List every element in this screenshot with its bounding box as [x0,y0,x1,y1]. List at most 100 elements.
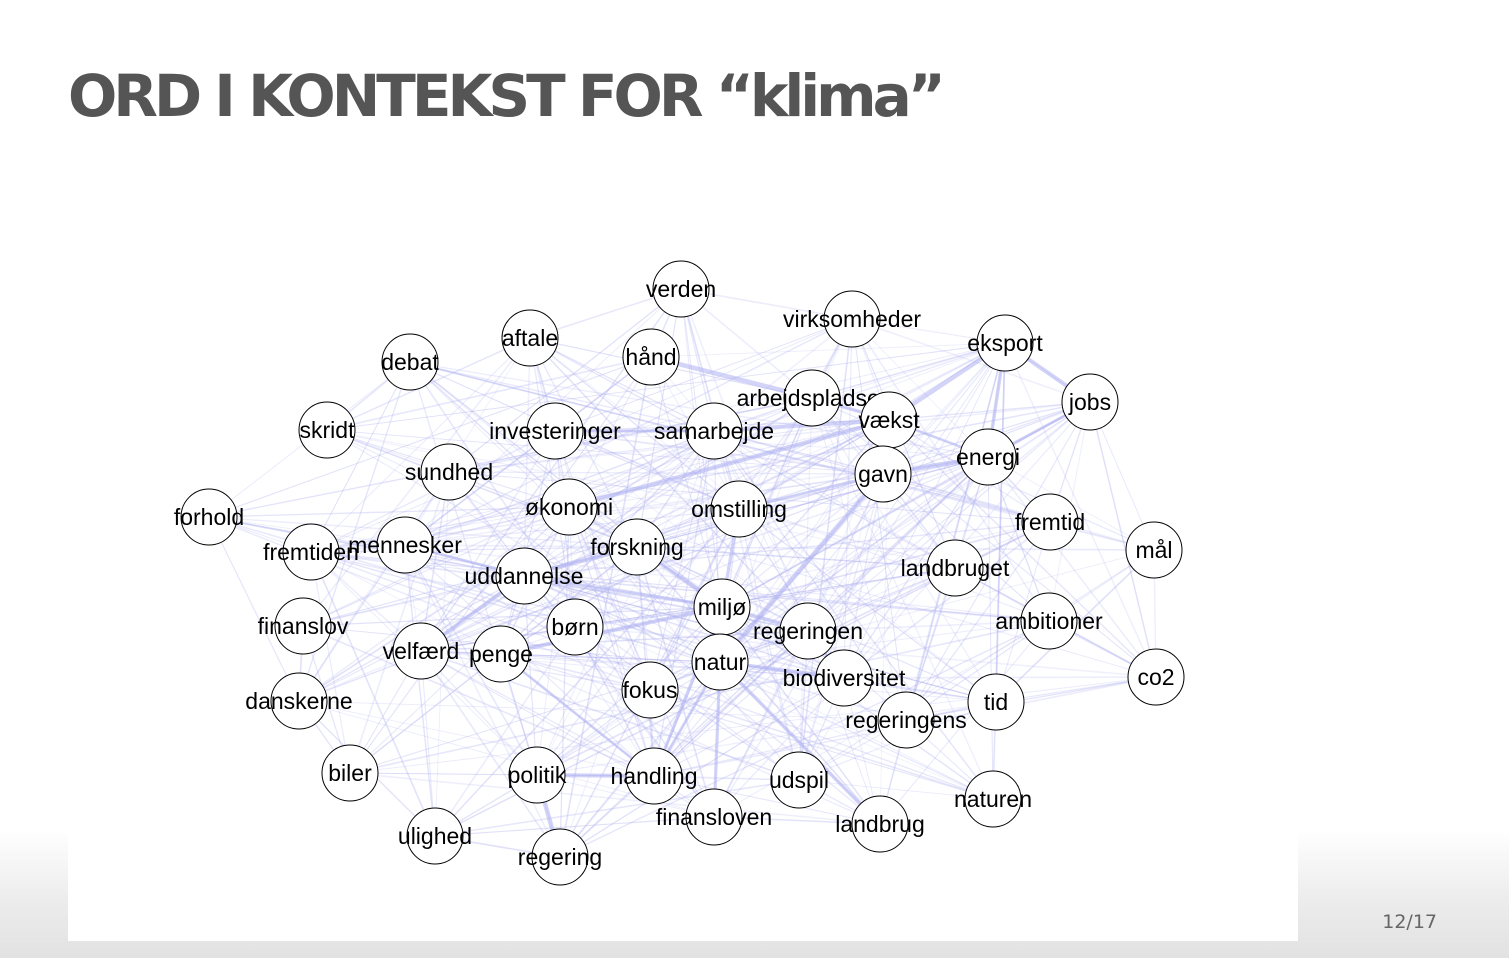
node-circle [851,795,909,853]
edge-mennesker-handling [404,544,655,777]
edge-sundhed-danskerne [298,471,450,702]
node-energi: energi [956,428,1020,486]
edge-investeringer-energi [554,430,989,458]
node-regering: regering [518,828,602,886]
node-label: omstilling [691,496,787,522]
node-label: co2 [1137,664,1174,690]
edge-hånd-forhold [208,356,652,518]
edge-landbruget-miljø [721,567,956,608]
edge-debat-samarbejde [409,361,715,432]
node-circle [406,807,464,865]
edge-vækst-forskning [636,419,890,548]
edge-velfærd-handling [420,650,655,777]
edge-debat-finansloven [409,361,715,818]
edge-samarbejde-fokus [649,430,715,691]
edge-energi-miljø [721,456,989,608]
edge-forhold-danskerne [208,516,300,702]
edge-udspil-naturen [798,779,994,800]
edge-natur-politik [536,661,721,776]
edge-jobs-co2 [1089,401,1157,678]
edge-omstilling-udspil [738,508,800,781]
edge-økonomi-danskerne [298,506,570,702]
edge-handling-landbrug [653,775,881,825]
node-label: fokus [623,677,678,703]
node-label: skridt [300,417,356,443]
edge-forskning-mål [636,546,1155,551]
node-landbrug: landbrug [835,795,925,853]
node-label: regeringen [753,618,863,644]
edge-samarbejde-gavn [713,430,884,475]
node-circle [622,328,680,386]
node-label: finansloven [656,804,772,830]
node-label: velfærd [383,638,460,664]
node-circle [392,622,450,680]
node-circle [546,598,604,656]
edge-jobs-biodiversitet [843,401,1091,679]
edge-danskerne-regeringens [298,700,907,721]
node-circle [1061,373,1119,431]
node-circle [625,747,683,805]
edge-mål-udspil [798,549,1155,781]
edge-penge-handling [500,652,655,778]
edge-gavn-fremtid [882,473,1051,523]
edge-eksport-tid [995,342,1006,703]
edge-virksomheder-ambitioner [851,318,1050,622]
edge-forhold-landbruget [208,516,956,569]
node-regeringen: regeringen [753,602,863,660]
node-udspil: udspil [769,751,829,809]
node-biodiversitet: biodiversitet [783,649,906,707]
edge-miljø-penge [500,605,723,656]
edge-fremtiden-ambitioner [310,551,1050,622]
edge-fokus-naturen [649,689,994,800]
edge-jobs-regeringens [905,401,1091,721]
node-finanslov: finanslov [258,597,349,655]
edge-vækst-sundhed [448,419,890,473]
edge-biler-landbrug [349,772,881,825]
node-label: regering [518,844,602,870]
node-jobs: jobs [1061,373,1119,431]
node-landbruget: landbruget [901,539,1010,597]
node-label: uddannelse [465,563,584,589]
node-aftale: aftale [501,309,559,367]
edge-uddannelse-handling [523,575,655,777]
edge-debat-økonomi [409,361,570,508]
node-label: udspil [769,767,829,793]
node-label: børn [551,614,598,640]
edge-penge-biodiversitet [500,653,845,679]
edge-finanslov-handling [302,625,655,777]
edge-natur-landbrug [718,660,882,826]
edge-gavn-miljø [721,473,884,608]
edge-virksomheder-samarbejde [713,318,853,432]
edge-finansloven-ulighed [434,816,715,837]
edge-energi-forskning [636,456,989,548]
node-label: arbejdspladser [737,385,888,411]
edge-jobs-regeringen [807,401,1091,632]
edge-aftale-uddannelse [523,337,531,577]
node-eksport: eksport [967,314,1043,372]
edge-forhold-uddannelse [208,516,525,577]
edge-fremtiden-forskning [310,546,638,553]
edge-hånd-eksport [650,342,1006,358]
node-naturen: naturen [954,770,1032,828]
node-circle [501,309,559,367]
edge-økonomi-regeringen [568,506,809,632]
edge-uddannelse-tid [523,575,997,703]
edge-virksomheder-regeringens [851,318,907,721]
edge-uddannelse-politik [523,575,538,776]
edge-gavn-natur [718,472,885,664]
node-label: miljø [698,594,747,620]
slide-title: ORD I KONTEKST FOR “klima” [68,62,946,130]
edge-mennesker-regering [404,544,561,858]
edge-ambitioner-landbrug [879,620,1050,825]
edge-ambitioner-regering [559,620,1050,858]
node-penge: penge [469,625,533,683]
edge-penge-biler [349,653,502,774]
edge-verden-virksomheder [680,288,853,320]
node-velfærd: velfærd [383,622,460,680]
node-circle [854,445,912,503]
node-børn: børn [546,598,604,656]
edge-biodiversitet-fokus [649,677,845,691]
edge-investeringer-omstilling [554,430,740,510]
node-circle [531,828,589,886]
node-circle [691,633,749,691]
